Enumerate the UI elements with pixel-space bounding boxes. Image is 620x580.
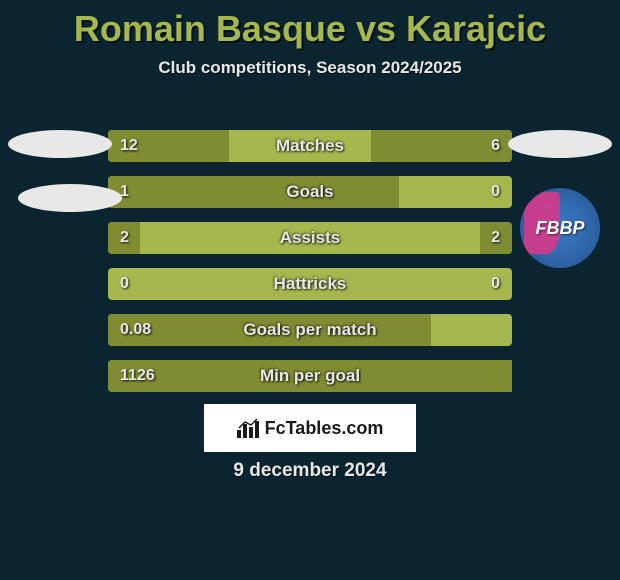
club-logo-right-text: FBBP: [536, 218, 585, 239]
stat-bar-left: [108, 130, 229, 162]
fctables-label: FcTables.com: [265, 418, 384, 439]
player-ellipse-2: [508, 130, 612, 158]
stats-bars: Matches126Goals10Assists22Hattricks00Goa…: [108, 130, 512, 406]
page-title: Romain Basque vs Karajcic: [0, 8, 620, 50]
stat-label: Hattricks: [108, 268, 512, 300]
club-logo-right: FBBP: [520, 188, 600, 268]
stat-bar-right: [371, 130, 512, 162]
fctables-badge: FcTables.com: [204, 404, 416, 452]
player-ellipse-1: [18, 184, 122, 212]
fctables-icon: [237, 418, 259, 438]
stat-value-left: 0: [120, 268, 129, 300]
stat-bar-left: [108, 222, 140, 254]
stat-bar-left: [108, 176, 399, 208]
stat-row: Goals10: [108, 176, 512, 208]
stat-value-right: 0: [491, 176, 500, 208]
stat-value-right: 0: [491, 268, 500, 300]
stat-row: Assists22: [108, 222, 512, 254]
subtitle: Club competitions, Season 2024/2025: [0, 58, 620, 78]
stat-row: Matches126: [108, 130, 512, 162]
stat-label: Assists: [108, 222, 512, 254]
stat-bar-right: [480, 222, 512, 254]
stat-row: Hattricks0 0: [108, 268, 512, 300]
date-text: 9 december 2024: [0, 460, 620, 482]
stat-bar-left: [108, 360, 512, 392]
player-ellipse-0: [8, 130, 112, 158]
stat-row: Goals per match0.08: [108, 314, 512, 346]
stat-row: Min per goal1126: [108, 360, 512, 392]
stat-bar-left: [108, 314, 431, 346]
